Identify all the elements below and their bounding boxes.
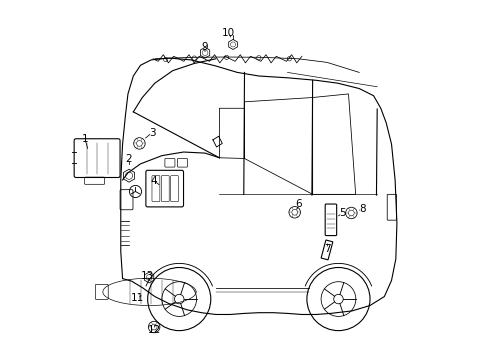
Text: 9: 9: [201, 42, 207, 51]
Text: 12: 12: [147, 325, 161, 335]
Text: 10: 10: [222, 28, 234, 38]
Text: 11: 11: [131, 293, 144, 303]
Text: 1: 1: [81, 134, 88, 144]
Text: 3: 3: [148, 128, 155, 138]
Text: 5: 5: [338, 208, 345, 218]
Circle shape: [192, 56, 196, 60]
Text: 7: 7: [323, 244, 329, 254]
Circle shape: [163, 57, 167, 62]
Text: 2: 2: [125, 154, 132, 164]
Text: 13: 13: [140, 271, 153, 281]
Circle shape: [256, 55, 261, 60]
Circle shape: [286, 57, 291, 61]
Circle shape: [224, 55, 228, 59]
Text: 4: 4: [150, 176, 157, 186]
Text: 8: 8: [358, 204, 365, 214]
Text: 6: 6: [295, 199, 302, 210]
